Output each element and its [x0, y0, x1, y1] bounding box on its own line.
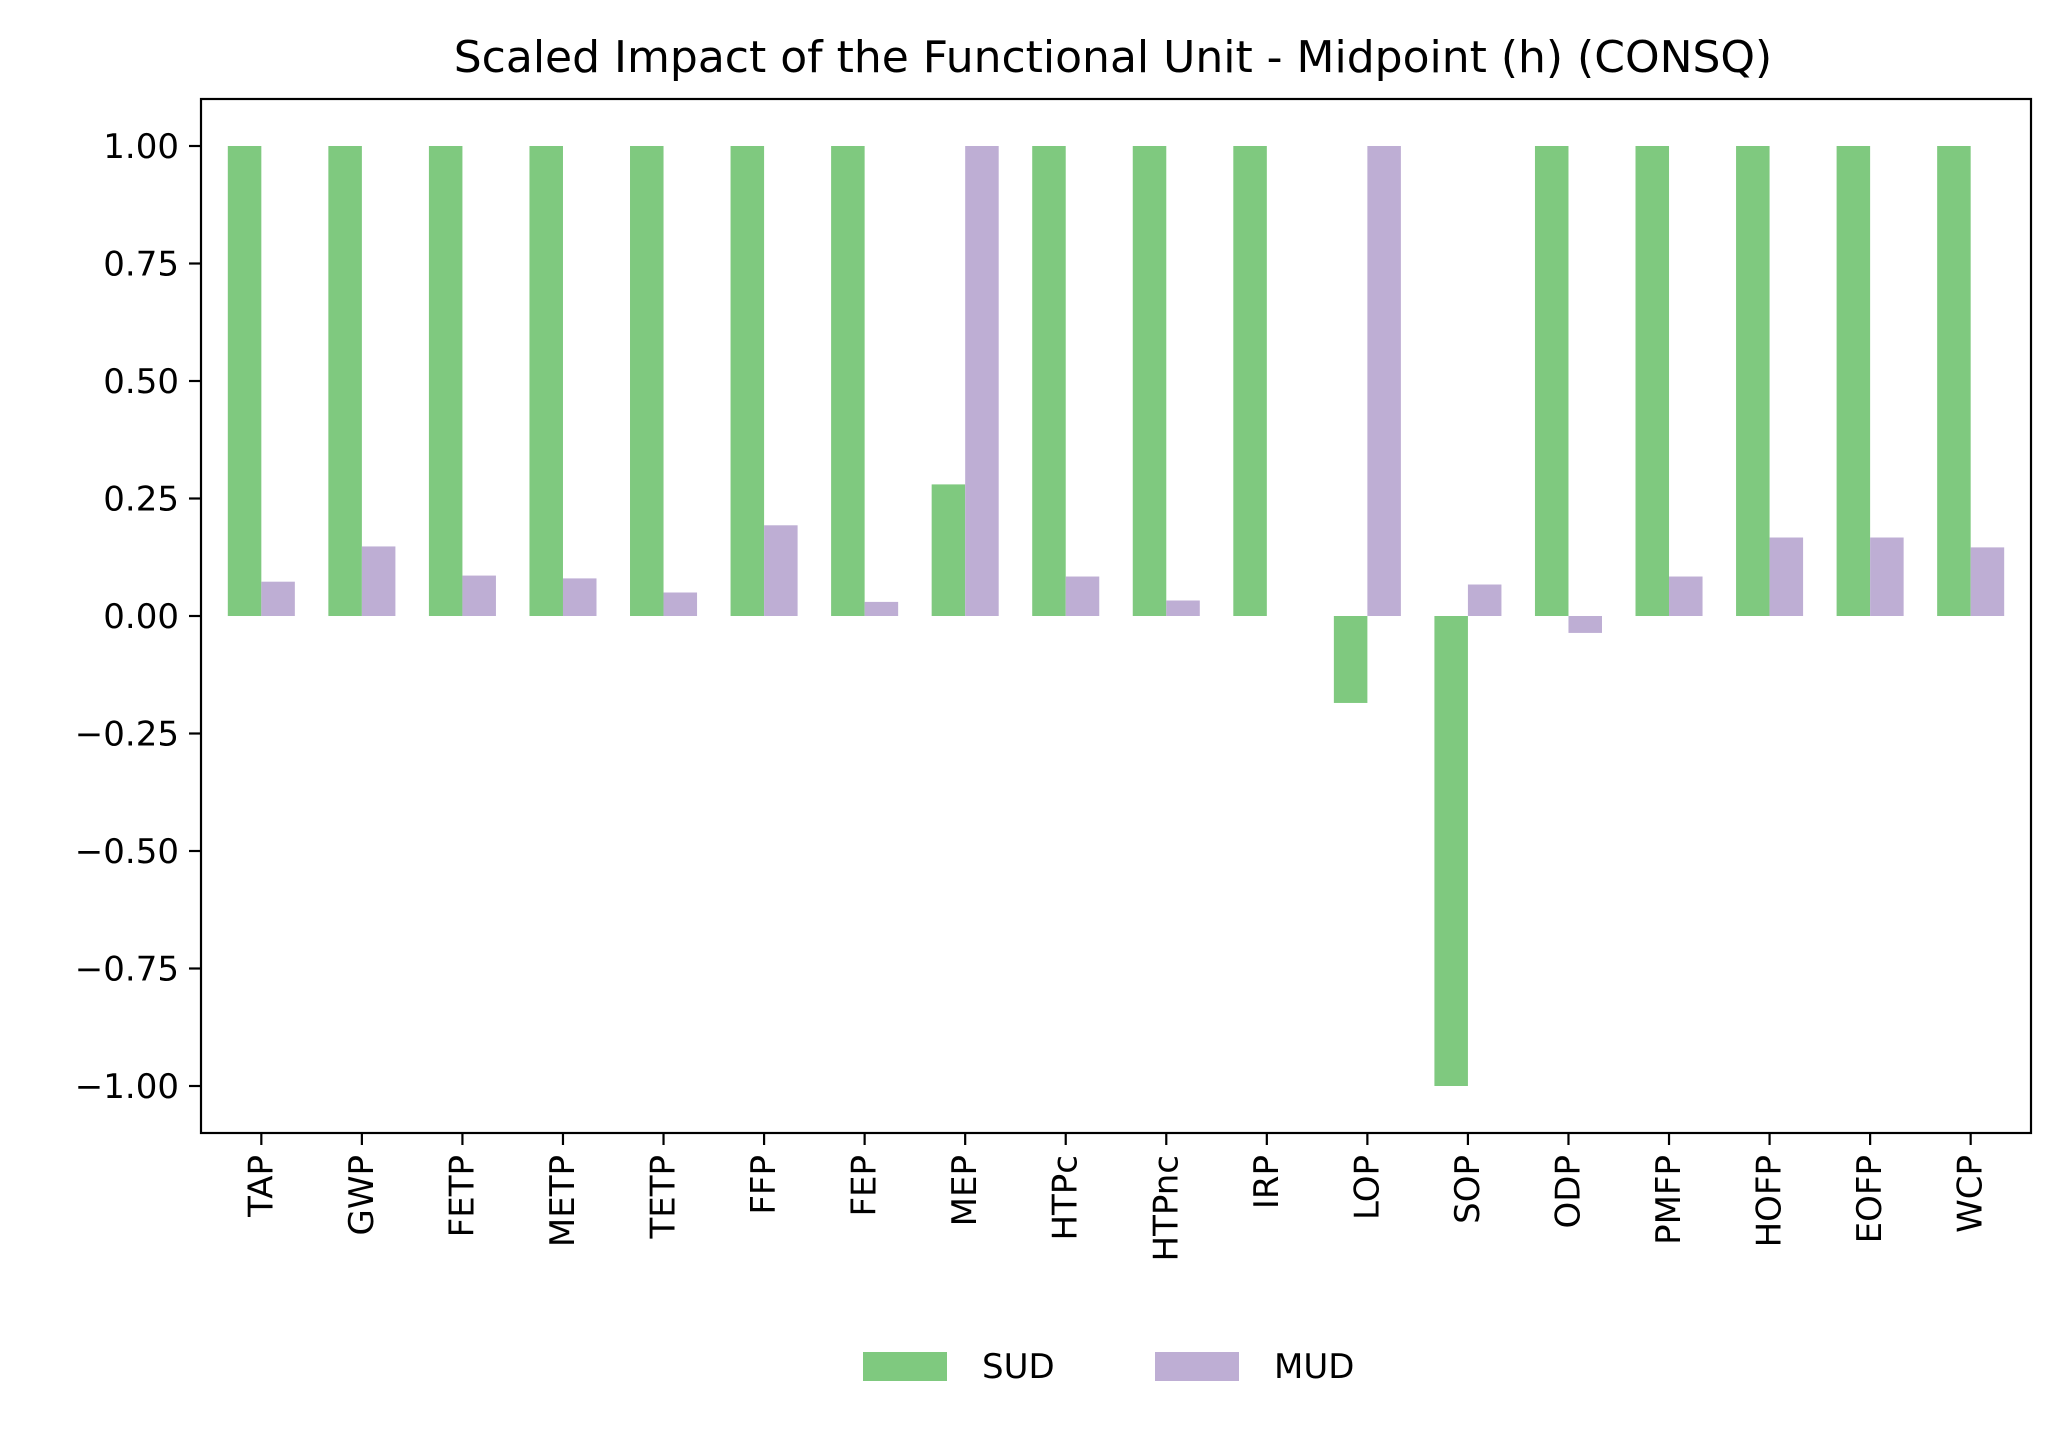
x-tick-label-metp: METP	[543, 1155, 583, 1247]
bar-mud-htpc	[1065, 576, 1100, 616]
bar-mud-gwp	[361, 546, 396, 616]
bar-sud-odp	[1534, 146, 1569, 616]
y-tick-label: −0.75	[75, 950, 179, 990]
bar-mud-lop	[1367, 146, 1401, 616]
bar-sud-htpc	[1032, 146, 1066, 616]
bars-group	[227, 146, 2005, 1086]
bar-sud-pmfp	[1635, 146, 1670, 616]
bar-mud-pmfp	[1669, 576, 1703, 616]
x-tick-label-gwp: GWP	[342, 1155, 382, 1235]
bar-mud-eofp	[1870, 537, 1904, 616]
x-tick-label-fep: FEP	[845, 1155, 885, 1217]
bar-sud-gwp	[328, 146, 362, 616]
bar-mud-mep	[965, 146, 999, 616]
bar-mud-ffp	[764, 525, 798, 616]
x-tick-label-irp: IRP	[1247, 1155, 1287, 1209]
legend-label-mud: MUD	[1274, 1347, 1354, 1387]
x-tick-label-htpnc: HTPnc	[1146, 1155, 1186, 1261]
legend-swatch-sud	[863, 1352, 947, 1381]
y-tick-label: −0.50	[75, 832, 179, 872]
bar-mud-tetp	[663, 592, 698, 616]
bar-mud-fetp	[462, 575, 496, 616]
legend: SUD MUD	[863, 1347, 1354, 1387]
legend-swatch-mud	[1155, 1352, 1239, 1381]
bar-sud-fep	[831, 146, 865, 616]
x-tick-label-fetp: FETP	[442, 1155, 482, 1237]
bar-mud-fep	[864, 601, 899, 616]
y-tick-label: −0.25	[75, 715, 179, 755]
bar-sud-tap	[227, 146, 262, 616]
bar-sud-hofp	[1736, 146, 1770, 616]
x-tick-label-mep: MEP	[945, 1155, 985, 1226]
bar-sud-tetp	[630, 146, 664, 616]
bar-mud-odp	[1568, 616, 1602, 633]
bar-sud-irp	[1233, 146, 1267, 616]
x-tick-label-pmfp: PMFP	[1649, 1155, 1689, 1245]
bar-sud-wcp	[1937, 146, 1971, 616]
bar-mud-metp	[562, 578, 597, 616]
bar-mud-sop	[1467, 584, 1502, 616]
bar-sud-htpnc	[1132, 146, 1167, 616]
x-axis: TAP GWP FETP METP TETP FFP FEP MEP HTPc HTPnc IRP L…	[241, 1133, 1991, 1261]
bar-sud-metp	[529, 146, 563, 616]
x-tick-label-hofp: HOFP	[1750, 1155, 1790, 1247]
chart-title: Scaled Impact of the Functional Unit - M…	[454, 32, 1772, 83]
x-tick-label-wcp: WCP	[1951, 1155, 1991, 1233]
bar-sud-lop	[1333, 616, 1368, 703]
legend-label-sud: SUD	[982, 1347, 1055, 1387]
x-tick-label-tetp: TETP	[644, 1155, 684, 1240]
x-tick-label-odp: ODP	[1548, 1155, 1588, 1228]
bar-mud-tap	[261, 581, 295, 616]
y-axis: 1.00 0.75 0.50 0.25 0.00 −0.25 −0.50 −0.75 −1.00	[75, 127, 201, 1107]
bar-mud-wcp	[1970, 547, 2005, 616]
bar-mud-hofp	[1769, 537, 1804, 616]
y-tick-label: 1.00	[103, 127, 179, 167]
bar-sud-fetp	[428, 146, 463, 616]
bar-sud-mep	[931, 484, 966, 616]
x-tick-label-ffp: FFP	[744, 1155, 784, 1215]
y-tick-label: 0.75	[103, 245, 179, 285]
x-tick-label-eofp: EOFP	[1850, 1155, 1890, 1243]
x-tick-label-lop: LOP	[1347, 1155, 1387, 1220]
bar-sud-ffp	[730, 146, 765, 616]
bar-sud-sop	[1434, 616, 1468, 1086]
x-tick-label-sop: SOP	[1448, 1155, 1488, 1224]
x-tick-label-tap: TAP	[241, 1155, 281, 1218]
y-tick-label: 0.00	[103, 597, 179, 637]
y-tick-label: 0.25	[103, 480, 179, 520]
y-tick-label: 0.50	[103, 362, 179, 402]
x-tick-label-htpc: HTPc	[1046, 1155, 1086, 1241]
y-tick-label: −1.00	[75, 1067, 179, 1107]
bar-sud-eofp	[1836, 146, 1871, 616]
bar-mud-htpnc	[1166, 600, 1200, 616]
